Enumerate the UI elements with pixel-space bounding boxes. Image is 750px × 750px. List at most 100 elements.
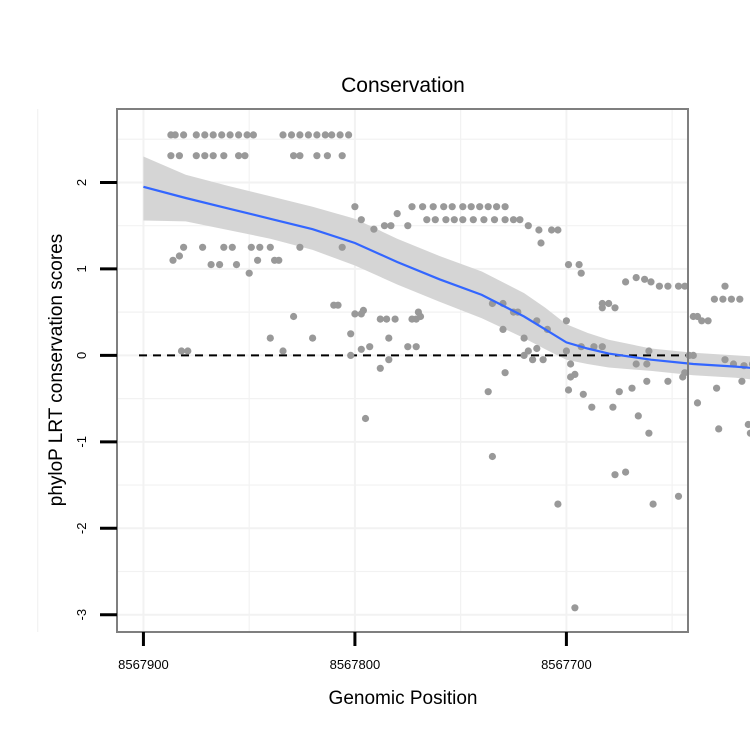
data-point bbox=[628, 384, 636, 392]
data-point bbox=[727, 295, 736, 303]
data-point bbox=[664, 282, 672, 290]
data-point bbox=[266, 334, 274, 342]
data-point bbox=[524, 222, 532, 230]
data-point bbox=[664, 377, 672, 385]
data-point bbox=[249, 131, 257, 139]
data-point bbox=[345, 131, 353, 139]
data-point bbox=[564, 386, 573, 394]
x-axis-label: Genomic Position bbox=[329, 688, 478, 709]
data-point bbox=[537, 239, 545, 247]
data-point bbox=[304, 131, 312, 139]
data-point bbox=[296, 243, 304, 251]
data-point bbox=[376, 315, 384, 323]
data-point bbox=[235, 131, 243, 139]
x-axis: 8567900 8567800 8567700 bbox=[118, 632, 592, 672]
data-point bbox=[459, 203, 467, 211]
data-point bbox=[643, 360, 651, 368]
data-point bbox=[275, 256, 283, 264]
data-point bbox=[385, 334, 393, 342]
data-point bbox=[721, 282, 729, 290]
data-point bbox=[704, 317, 712, 325]
y-axis: -3 -2 -1 0 1 2 bbox=[74, 179, 117, 620]
data-point bbox=[632, 360, 640, 368]
data-point bbox=[442, 216, 450, 224]
data-point bbox=[357, 345, 365, 353]
data-point bbox=[279, 131, 287, 139]
data-point bbox=[689, 351, 697, 359]
data-point bbox=[416, 312, 425, 321]
data-point bbox=[746, 429, 750, 437]
data-point bbox=[524, 347, 532, 355]
data-point bbox=[347, 351, 355, 359]
y-tick-label: -1 bbox=[74, 436, 89, 448]
data-point bbox=[199, 243, 207, 251]
data-point bbox=[296, 131, 304, 139]
data-point bbox=[713, 384, 721, 392]
data-point bbox=[440, 203, 448, 211]
data-point bbox=[622, 278, 630, 286]
scatter-points bbox=[167, 131, 750, 612]
data-point bbox=[328, 131, 336, 139]
y-axis-label: phyloP LRT conservation scores bbox=[46, 234, 67, 507]
data-point bbox=[693, 399, 702, 407]
confidence-band bbox=[143, 156, 750, 380]
data-point bbox=[490, 216, 499, 224]
data-point bbox=[674, 492, 683, 500]
data-point bbox=[387, 222, 395, 230]
chart-title: Conservation bbox=[341, 74, 465, 97]
data-point bbox=[287, 131, 296, 139]
data-point bbox=[562, 317, 571, 325]
x-tick-label: 8567800 bbox=[330, 657, 381, 672]
data-point bbox=[674, 282, 683, 290]
data-point bbox=[334, 301, 342, 309]
data-point bbox=[336, 131, 344, 139]
data-point bbox=[313, 131, 321, 139]
data-point bbox=[169, 256, 177, 264]
data-point bbox=[290, 312, 298, 321]
data-point bbox=[254, 256, 262, 264]
data-point bbox=[383, 315, 391, 323]
data-point bbox=[412, 343, 420, 351]
data-point bbox=[721, 356, 729, 364]
data-point bbox=[370, 225, 378, 233]
data-point bbox=[719, 295, 727, 303]
data-point bbox=[385, 356, 393, 364]
data-point bbox=[529, 356, 537, 364]
data-point bbox=[575, 261, 583, 269]
data-point bbox=[738, 377, 746, 385]
data-point bbox=[361, 414, 370, 423]
data-point bbox=[493, 203, 501, 211]
data-point bbox=[643, 377, 651, 385]
data-point bbox=[484, 203, 492, 211]
data-point bbox=[488, 452, 496, 461]
data-point bbox=[476, 203, 484, 211]
data-point bbox=[366, 343, 374, 351]
data-point bbox=[256, 243, 264, 251]
data-point bbox=[175, 252, 183, 260]
data-point bbox=[579, 390, 587, 398]
data-point bbox=[554, 226, 562, 234]
data-point bbox=[609, 403, 617, 411]
data-point bbox=[571, 604, 579, 612]
plot-border bbox=[116, 108, 689, 633]
data-point bbox=[480, 216, 488, 224]
data-point bbox=[391, 315, 399, 323]
data-point bbox=[509, 216, 518, 224]
data-point bbox=[357, 216, 365, 224]
data-point bbox=[450, 216, 458, 224]
data-point bbox=[380, 222, 389, 230]
data-point bbox=[192, 131, 200, 139]
data-point bbox=[232, 261, 241, 269]
data-point bbox=[376, 364, 384, 372]
y-tick-label: -2 bbox=[74, 523, 89, 535]
data-point bbox=[235, 152, 243, 160]
grid bbox=[37, 109, 688, 632]
data-point bbox=[647, 278, 655, 286]
data-point bbox=[598, 299, 606, 308]
data-point bbox=[321, 131, 329, 139]
data-point bbox=[245, 269, 253, 277]
data-point bbox=[209, 152, 217, 160]
data-point bbox=[567, 360, 575, 368]
data-point bbox=[649, 500, 657, 508]
